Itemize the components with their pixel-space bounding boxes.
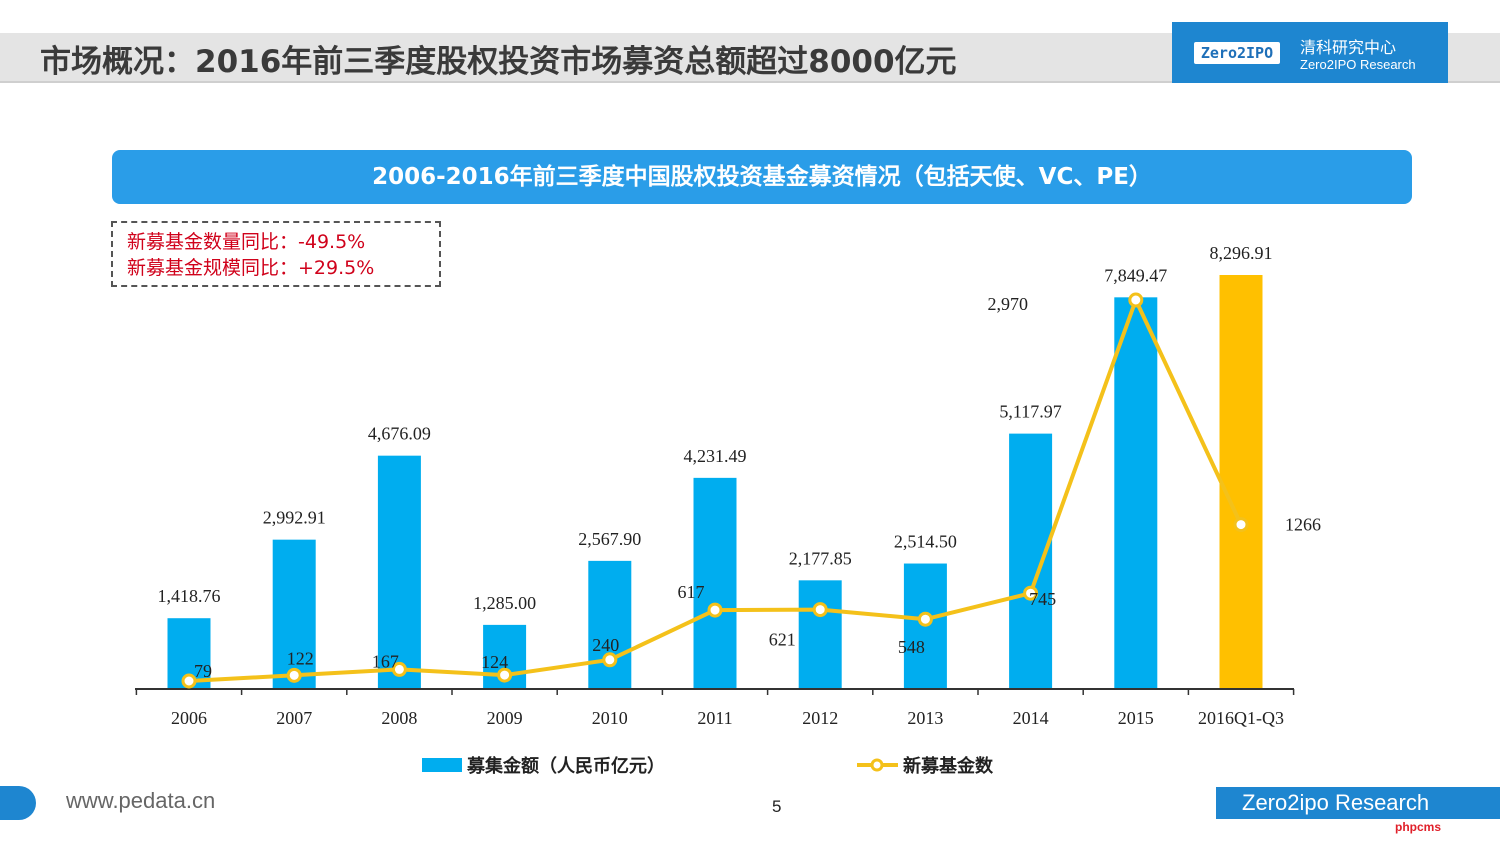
watermark: phpcms	[1395, 820, 1442, 834]
x-label-2013: 2013	[907, 708, 943, 728]
line-point-2013	[917, 611, 933, 627]
bar-label-2006: 1,418.76	[158, 586, 221, 606]
x-label-2011: 2011	[697, 708, 732, 728]
zero2ipo-logo: Zero2IPO	[1194, 42, 1280, 64]
bar-label-2013: 2,514.50	[894, 532, 957, 552]
bar-2010	[588, 560, 632, 689]
bar-label-2008: 4,676.09	[368, 424, 431, 444]
line-point-2007	[286, 667, 302, 683]
brand-name-en: Zero2IPO Research	[1300, 57, 1416, 72]
x-label-2010: 2010	[592, 708, 628, 728]
line-point-2012	[812, 602, 828, 618]
chart-title: 2006-2016年前三季度中国股权投资基金募资情况（包括天使、VC、PE）	[112, 150, 1412, 204]
bar-label-2007: 2,992.91	[263, 508, 326, 528]
title-underline	[0, 81, 1500, 83]
line-label-2014: 745	[1029, 589, 1056, 609]
bar-2014	[1009, 433, 1053, 689]
page-number: 5	[772, 797, 782, 816]
x-label-2009: 2009	[487, 708, 523, 728]
legend-label-line: 新募基金数	[903, 755, 994, 777]
line-point-2010	[602, 652, 618, 668]
x-axis-labels: 2006 2007 2008 2009 2010 2011 2012 2013 2014 2015…	[171, 708, 1284, 728]
line-point-2009	[497, 667, 513, 683]
yoy-note-box: 新募基金数量同比：-49.5% 新募基金规模同比：+29.5%	[111, 221, 441, 287]
line-label-2009: 124	[481, 652, 508, 672]
x-label-2015: 2015	[1118, 708, 1154, 728]
bar-2016Q1-Q3	[1219, 275, 1263, 689]
x-label-2007: 2007	[276, 708, 312, 728]
line-value-labels: 79 122 167 124 240 617 621 548 745 2,970 1266	[194, 294, 1321, 681]
line-point-2006	[181, 673, 197, 689]
footer-brand: Zero2ipo Research	[1216, 787, 1500, 819]
line-label-2011: 617	[678, 582, 705, 602]
legend-swatch-marker	[870, 758, 884, 772]
footer-accent	[0, 786, 36, 820]
legend-label-bar: 募集金额（人民币亿元）	[466, 755, 665, 777]
bar-label-2010: 2,567.90	[578, 529, 641, 549]
line-label-2006: 79	[194, 661, 212, 681]
x-label-2006: 2006	[171, 708, 207, 728]
x-label-2014: 2014	[1013, 708, 1049, 728]
bar-value-labels: 1,418.76 2,992.91 4,676.09 1,285.00 2,567.90…	[158, 243, 1273, 613]
bar-label-2015: 7,849.47	[1104, 265, 1167, 285]
bar-label-2009: 1,285.00	[473, 593, 536, 613]
line-point-2011	[707, 602, 723, 618]
line-point-2015	[1128, 292, 1144, 308]
line-label-2016Q1-Q3: 1266	[1285, 515, 1321, 535]
line-label-2007: 122	[287, 648, 314, 668]
line-label-2012: 621	[769, 630, 796, 650]
line-label-2008: 167	[372, 651, 399, 671]
bar-label-2016Q1-Q3: 8,296.91	[1210, 243, 1273, 263]
bar-2011	[693, 477, 737, 689]
line-point-2016Q1-Q3	[1233, 517, 1249, 533]
note-fund-size-yoy: 新募基金规模同比：+29.5%	[127, 257, 375, 279]
line-points	[181, 292, 1249, 689]
x-label-2012: 2012	[802, 708, 838, 728]
legend-swatch-bar	[422, 758, 462, 772]
x-label-2008: 2008	[381, 708, 417, 728]
line-label-2015: 2,970	[988, 294, 1029, 314]
bar-2015	[1114, 297, 1158, 689]
bar-2008	[377, 455, 421, 689]
brand-box: Zero2IPO 清科研究中心 Zero2IPO Research	[1172, 22, 1448, 83]
bar-label-2014: 5,117.97	[999, 402, 1061, 422]
legend: 募集金额（人民币亿元） 新募基金数	[422, 755, 994, 777]
bar-2007	[272, 539, 316, 689]
note-fund-count-yoy: 新募基金数量同比：-49.5%	[127, 231, 366, 253]
x-axis-ticks	[135, 689, 1295, 695]
line-point-2014	[1023, 585, 1039, 601]
footer-url: www.pedata.cn	[66, 788, 216, 813]
page-title: 市场概况：2016年前三季度股权投资市场募资总额超过8000亿元	[40, 44, 957, 80]
bar-2012	[798, 580, 842, 689]
bar-series	[167, 275, 1263, 689]
line-label-2010: 240	[592, 635, 619, 655]
bar-label-2012: 2,177.85	[789, 548, 852, 568]
bar-label-2011: 4,231.49	[684, 446, 747, 466]
x-label-2016Q1-Q3: 2016Q1-Q3	[1198, 708, 1284, 728]
line-point-2008	[391, 661, 407, 677]
brand-name-cn: 清科研究中心	[1300, 38, 1397, 57]
line-label-2013: 548	[898, 637, 925, 657]
